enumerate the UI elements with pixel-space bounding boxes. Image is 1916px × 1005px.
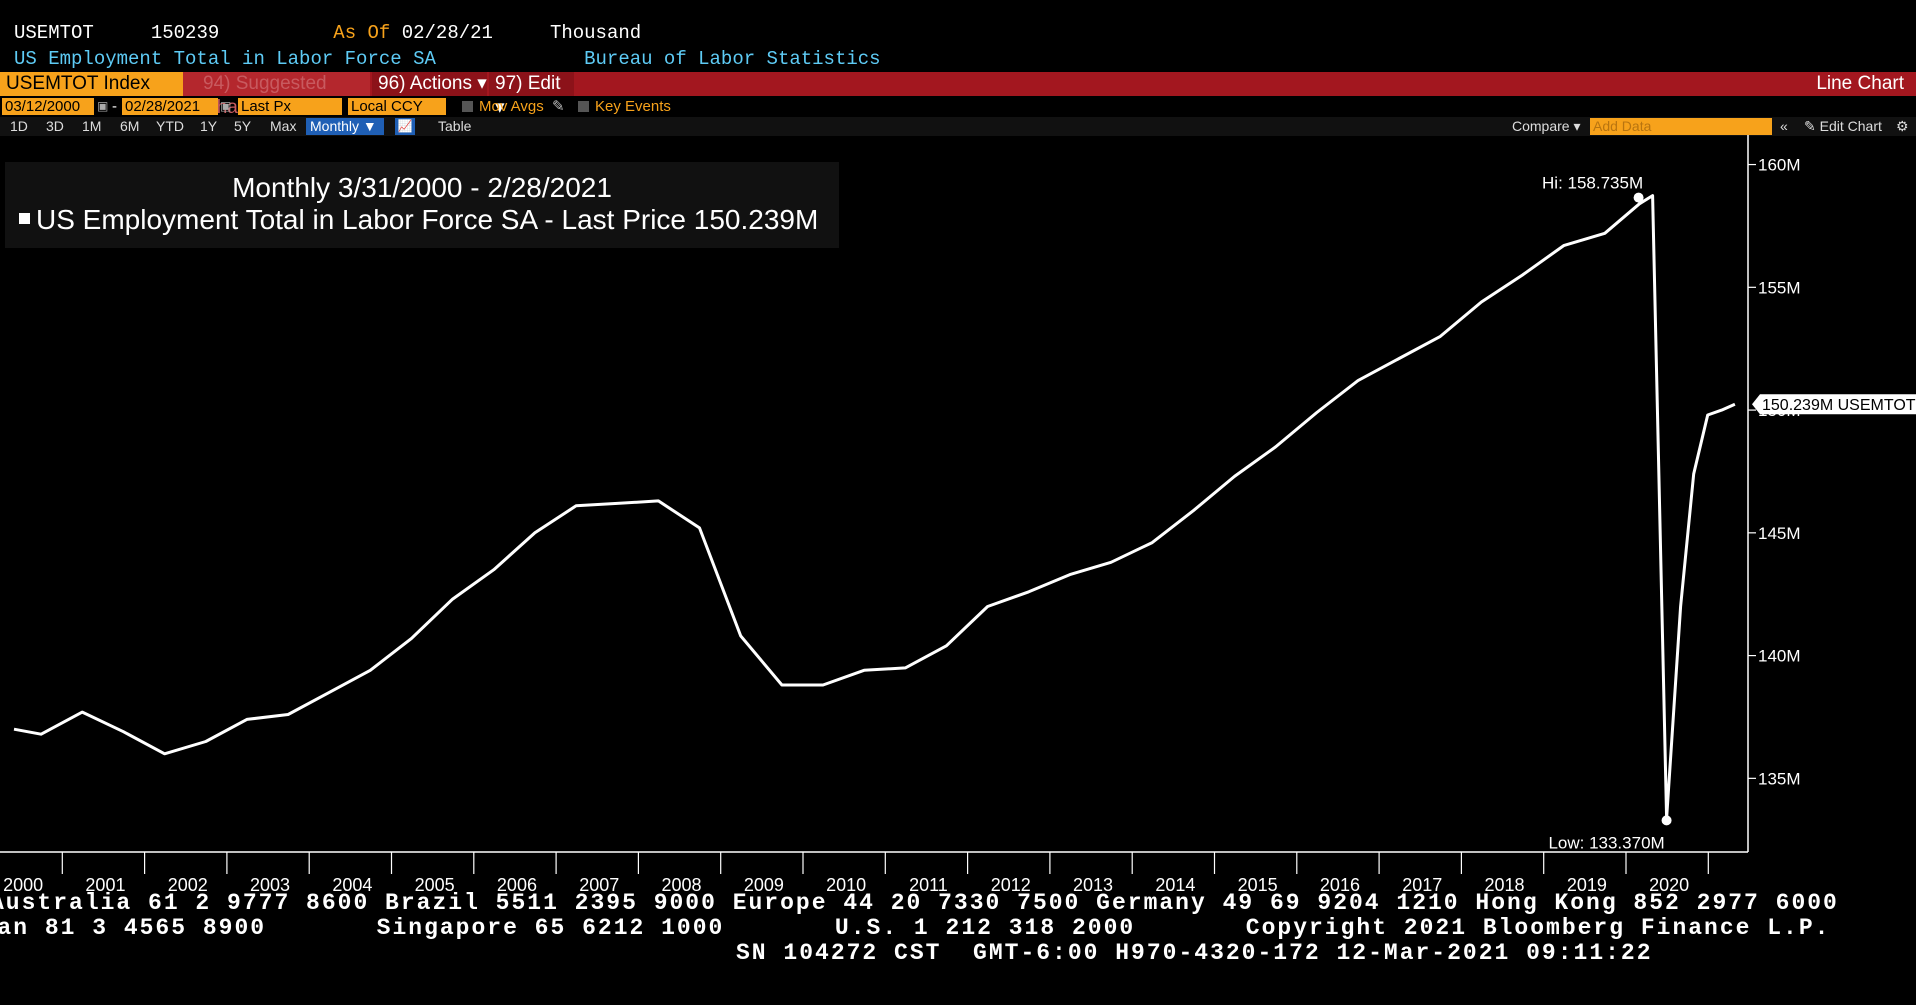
x-tick-label: 2013: [1073, 875, 1113, 895]
x-tick-label: 2010: [826, 875, 866, 895]
compare-menu[interactable]: Compare ▾: [1512, 118, 1581, 134]
last-value: 150239: [150, 22, 220, 44]
chart-type-label: Line Chart: [1816, 73, 1904, 94]
y-tick-label: 160M: [1758, 156, 1801, 175]
low-marker: [1661, 815, 1672, 826]
unit-label: Thousand: [549, 22, 642, 44]
range-ytd[interactable]: YTD: [156, 118, 184, 134]
date-separator: -: [112, 98, 117, 115]
legend-series-label: US Employment Total in Labor Force SA - …: [36, 204, 819, 235]
range-5y[interactable]: 5Y: [234, 118, 252, 134]
x-tick-label: 2012: [991, 875, 1031, 895]
description-header: US Employment Total in Labor Force SA Bu…: [14, 48, 881, 70]
calendar-icon[interactable]: ▣: [220, 99, 232, 113]
x-tick-label: 2019: [1567, 875, 1607, 895]
currency-select[interactable]: Local CCY: [348, 98, 446, 115]
x-tick-label: 2015: [1238, 875, 1278, 895]
y-tick-label: 135M: [1758, 769, 1801, 788]
line-chart-icon[interactable]: 📈: [395, 118, 415, 135]
start-date-input[interactable]: 03/12/2000: [2, 98, 94, 115]
source-name: Bureau of Labor Statistics: [584, 48, 881, 70]
edit-chart-button[interactable]: ✎ Edit Chart: [1804, 118, 1882, 134]
footer-session: SN 104272 CST GMT-6:00 H970-4320-172 12-…: [736, 940, 1653, 966]
end-date-input[interactable]: 02/28/2021: [122, 98, 218, 115]
plot-area: Hi: 158.735M Low: 133.370M: [13, 174, 1736, 852]
frequency-select[interactable]: Monthly ▼: [306, 118, 384, 135]
x-tick-label: 2004: [332, 875, 372, 895]
range-6m[interactable]: 6M: [120, 118, 140, 134]
mov-avgs-label: Mov Avgs: [479, 98, 544, 115]
range-1y[interactable]: 1Y: [200, 118, 218, 134]
x-tick-label: 2002: [168, 875, 208, 895]
calendar-icon[interactable]: ▣: [97, 99, 109, 113]
y-tick-label: 145M: [1758, 524, 1801, 543]
legend-series: US Employment Total in Labor Force SA - …: [19, 204, 818, 236]
footer-contacts-1: Australia 61 2 9777 8600 Brazil 5511 239…: [0, 890, 1839, 916]
high-label: Hi: 158.735M: [1542, 174, 1643, 193]
high-marker: [1633, 192, 1644, 203]
x-tick-label: 2008: [662, 875, 702, 895]
x-tick-label: 2006: [497, 875, 537, 895]
x-tick-label: 2020: [1649, 875, 1689, 895]
range-bar: 1D 3D 1M 6M YTD 1Y 5Y Max Monthly ▼ 📈 Ta…: [0, 117, 1916, 136]
actions-menu[interactable]: 96) Actions ▾: [372, 72, 487, 96]
range-3d[interactable]: 3D: [46, 118, 64, 134]
security-field[interactable]: USEMTOT Index: [0, 72, 183, 96]
y-tick-label: 140M: [1758, 647, 1801, 666]
collapse-icon[interactable]: «: [1780, 118, 1788, 134]
y-axis: 135M140M145M150M155M160M150.239M USEMTOT: [1747, 135, 1916, 852]
edit-menu[interactable]: 97) Edit ▾: [489, 72, 574, 118]
asof-date: 02/28/21: [401, 22, 493, 44]
x-tick-label: 2018: [1485, 875, 1525, 895]
gear-icon[interactable]: ⚙: [1896, 118, 1909, 134]
key-events-label: Key Events: [595, 98, 671, 115]
low-label: Low: 133.370M: [1548, 833, 1664, 852]
chart-legend: Monthly 3/31/2000 - 2/28/2021 US Employm…: [5, 162, 839, 248]
key-events-checkbox[interactable]: [578, 101, 589, 112]
legend-period: Monthly 3/31/2000 - 2/28/2021: [232, 172, 612, 203]
range-1d[interactable]: 1D: [10, 118, 28, 134]
pencil-icon[interactable]: ✎: [552, 98, 565, 115]
x-tick-label: 2017: [1402, 875, 1442, 895]
edit-chart-label: Edit Chart: [1819, 118, 1882, 134]
x-axis: 2000 2001 2002 2003 2004 2005 2006 2007 2008 2009…: [0, 851, 1748, 895]
x-tick-label: 2011: [909, 875, 948, 895]
range-1m[interactable]: 1M: [82, 118, 102, 134]
x-tick-label: 2014: [1155, 875, 1195, 895]
last-price-tag: [1752, 394, 1916, 415]
security-header: USEMTOT 150239 As Of 02/28/21 Thousand: [14, 22, 641, 44]
last-price-label: 150.239M USEMTOT: [1762, 397, 1916, 414]
series-swatch: [19, 213, 30, 225]
x-tick-label: 2003: [250, 875, 290, 895]
x-tick-label: 2007: [579, 875, 619, 895]
parameters-bar: 03/12/2000 ▣ - 02/28/2021 ▣ Last Px Loca…: [0, 97, 1916, 117]
series-line: [13, 194, 1736, 820]
y-tick-label: 155M: [1758, 278, 1801, 297]
range-max[interactable]: Max: [270, 118, 297, 134]
x-tick-label: 2000: [3, 875, 43, 895]
mov-avgs-checkbox[interactable]: [462, 101, 473, 112]
ticker: USEMTOT: [14, 22, 94, 44]
add-data-input[interactable]: Add Data: [1590, 118, 1772, 135]
footer-contacts-2: Japan 81 3 4565 8900 Singapore 65 6212 1…: [0, 915, 1831, 941]
security-name: US Employment Total in Labor Force SA: [14, 48, 436, 70]
table-button[interactable]: Table: [438, 118, 472, 134]
x-tick-label: 2005: [415, 875, 455, 895]
x-tick-label: 2016: [1320, 875, 1360, 895]
function-bar: USEMTOT Index 94) Suggested Charts 96) A…: [0, 72, 1916, 118]
field-select[interactable]: Last Px: [238, 98, 342, 115]
x-tick-label: 2001: [85, 875, 125, 895]
x-tick-label: 2009: [744, 875, 784, 895]
asof-label: As Of: [333, 22, 391, 44]
